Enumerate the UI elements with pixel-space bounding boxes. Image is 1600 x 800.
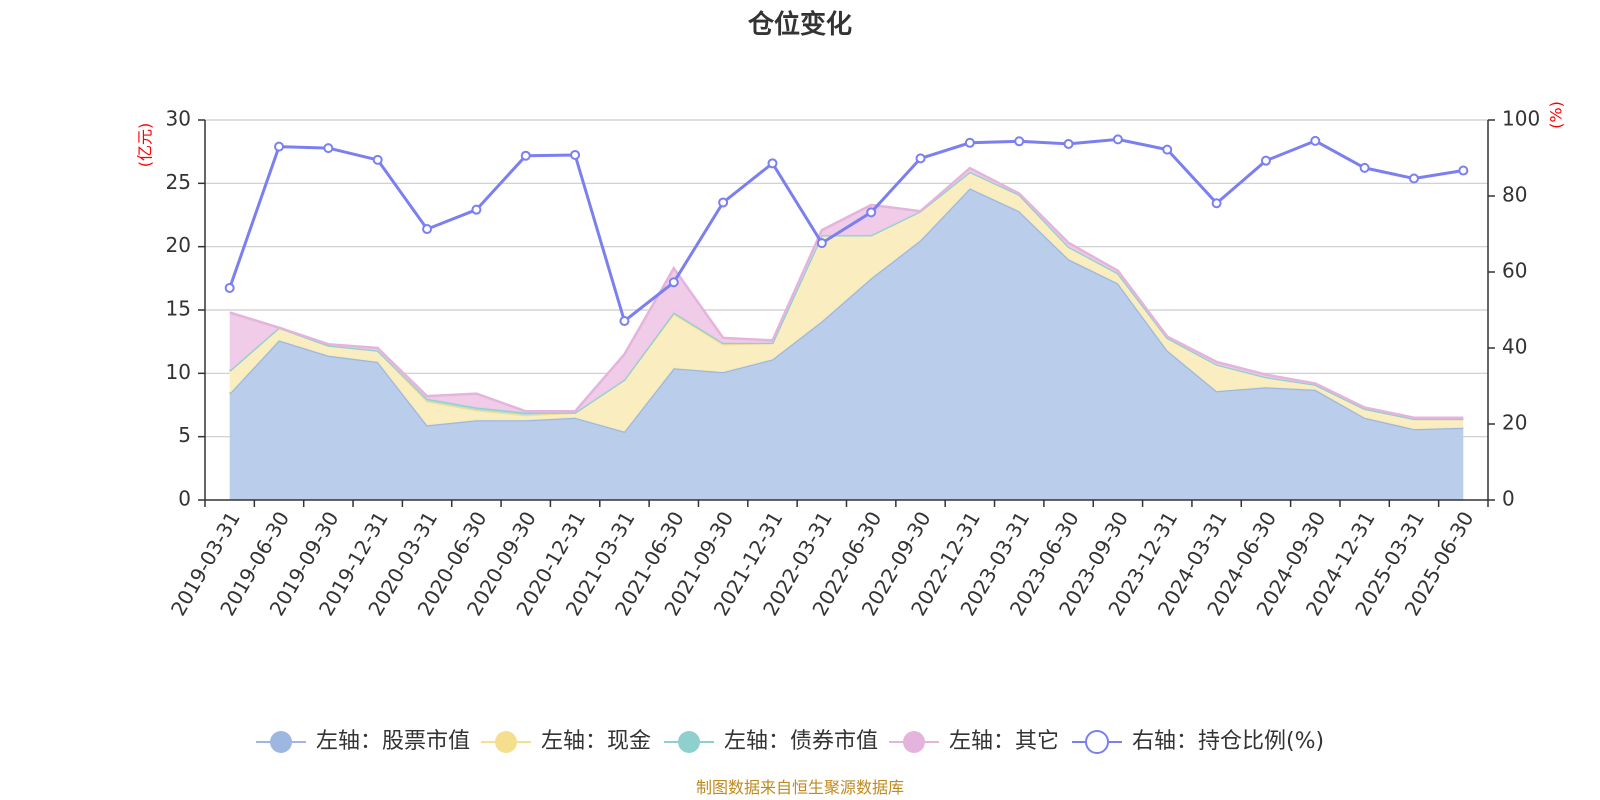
stacked-areas	[228, 166, 1464, 500]
data-source-note: 制图数据来自恒生聚源数据库	[696, 778, 904, 797]
ratio-point	[619, 316, 630, 327]
left-tick-label: 0	[178, 487, 191, 511]
ratio-point	[1260, 155, 1271, 166]
left-tick-label: 30	[166, 107, 191, 131]
area-edge-左轴：其它	[229, 166, 1464, 419]
ratio-point	[767, 158, 778, 169]
legend-label: 右轴：持仓比例(%)	[1132, 729, 1324, 754]
legend-marker	[678, 731, 700, 753]
legend-item: 右轴：持仓比例(%)	[1072, 729, 1324, 754]
ratio-point	[1359, 162, 1370, 173]
legend-label: 左轴：债券市值	[724, 729, 878, 754]
right-tick-label: 100	[1502, 107, 1540, 131]
legend-item: 左轴：现金	[481, 729, 651, 754]
ratio-point	[718, 197, 729, 208]
right-tick-label: 60	[1502, 259, 1527, 283]
ratio-point	[1211, 198, 1222, 209]
ratio-point	[816, 238, 827, 249]
legend-label: 左轴：其它	[949, 729, 1059, 754]
left-tick-label: 20	[166, 233, 191, 257]
left-tick-label: 5	[178, 423, 191, 447]
legend-marker	[270, 731, 292, 753]
ratio-point	[520, 150, 531, 161]
right-tick-label: 40	[1502, 335, 1527, 359]
legend-marker	[495, 731, 517, 753]
ratio-point	[570, 149, 581, 160]
legend-item: 左轴：股票市值	[256, 729, 470, 754]
legend: 左轴：股票市值 左轴：现金 左轴：债券市值 左轴：其它 右轴：持仓比例(%)	[256, 729, 1324, 754]
ratio-point	[1408, 173, 1419, 184]
ratio-point	[1310, 135, 1321, 146]
legend-marker	[1085, 730, 1109, 754]
ratio-point	[1063, 138, 1074, 149]
legend-item: 左轴：其它	[889, 729, 1059, 754]
ratio-point	[1014, 136, 1025, 147]
ratio-point	[915, 153, 926, 164]
ratio-point	[274, 141, 285, 152]
left-tick-label: 25	[166, 170, 191, 194]
ratio-point	[964, 137, 975, 148]
ratio-line	[224, 134, 1469, 327]
chart-title: 仓位变化	[747, 9, 852, 40]
ratio-line-path	[228, 137, 1464, 324]
ratio-point	[471, 204, 482, 215]
ratio-point	[1162, 144, 1173, 155]
ratio-point	[323, 143, 334, 154]
right-tick-label: 0	[1502, 487, 1515, 511]
legend-item: 左轴：债券市值	[664, 729, 878, 754]
left-axis-unit: (亿元)	[136, 123, 155, 168]
right-axis-unit: (%)	[1547, 101, 1566, 129]
ratio-point	[866, 207, 877, 218]
legend-label: 左轴：现金	[541, 729, 651, 754]
ratio-point	[1112, 134, 1123, 145]
ratio-point	[372, 154, 383, 165]
ratio-point	[224, 282, 235, 293]
ratio-point	[668, 277, 679, 288]
area-左轴：股票市值	[229, 188, 1464, 500]
right-tick-label: 20	[1502, 411, 1527, 435]
legend-label: 左轴：股票市值	[316, 729, 470, 754]
right-tick-label: 80	[1502, 183, 1527, 207]
left-tick-label: 15	[166, 297, 191, 321]
ratio-point	[422, 224, 433, 235]
legend-marker	[903, 731, 925, 753]
ratio-point	[1458, 165, 1469, 176]
left-tick-label: 10	[166, 360, 191, 384]
